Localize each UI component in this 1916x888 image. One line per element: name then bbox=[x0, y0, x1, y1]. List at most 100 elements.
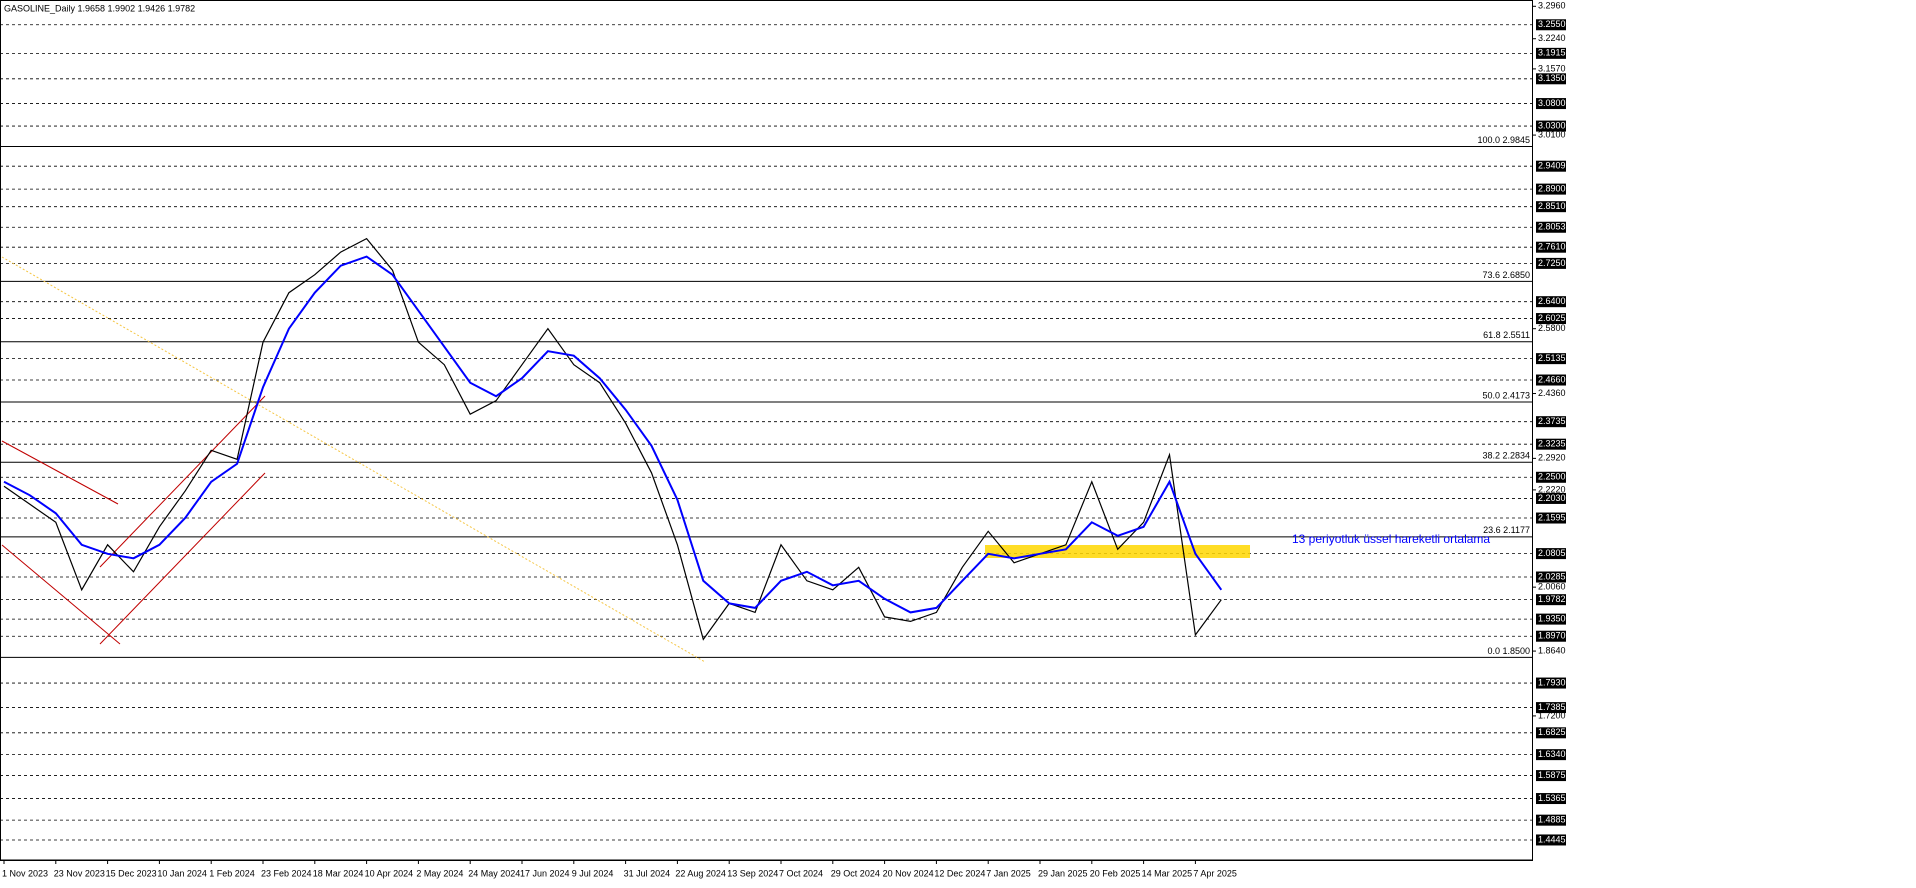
level-label: 2.7250 bbox=[1538, 258, 1566, 268]
y-tick-label: 2.4360 bbox=[1538, 388, 1566, 398]
level-label: 2.1595 bbox=[1538, 512, 1566, 522]
level-label: 1.4445 bbox=[1538, 834, 1566, 844]
y-tick-label: 2.0060 bbox=[1538, 582, 1566, 592]
level-label: 1.4885 bbox=[1538, 815, 1566, 825]
level-box bbox=[1536, 727, 1566, 739]
x-tick-label: 24 May 2024 bbox=[468, 868, 520, 878]
x-tick-label: 18 Mar 2024 bbox=[313, 868, 364, 878]
level-box bbox=[1536, 770, 1566, 782]
x-tick-label: 31 Jul 2024 bbox=[624, 868, 671, 878]
y-tick-label: 2.5800 bbox=[1538, 323, 1566, 333]
x-tick-label: 10 Apr 2024 bbox=[365, 868, 414, 878]
level-box bbox=[1536, 492, 1566, 504]
level-box bbox=[1536, 19, 1566, 31]
level-label: 2.0285 bbox=[1538, 571, 1566, 581]
x-tick-label: 29 Jan 2025 bbox=[1038, 868, 1088, 878]
x-tick-label: 1 Nov 2023 bbox=[2, 868, 48, 878]
level-label: 1.5365 bbox=[1538, 793, 1566, 803]
level-box bbox=[1536, 613, 1566, 625]
level-label: 2.2030 bbox=[1538, 493, 1566, 503]
level-box bbox=[1536, 73, 1566, 85]
level-box bbox=[1536, 201, 1566, 213]
level-box bbox=[1536, 221, 1566, 233]
level-box bbox=[1536, 814, 1566, 826]
level-box bbox=[1536, 594, 1566, 606]
level-box bbox=[1536, 183, 1566, 195]
level-box bbox=[1536, 571, 1566, 583]
level-label: 3.0800 bbox=[1538, 98, 1566, 108]
chart-title: GASOLINE_Daily 1.9658 1.9902 1.9426 1.97… bbox=[4, 3, 195, 13]
channel-line bbox=[1, 440, 119, 505]
level-box bbox=[1536, 834, 1566, 846]
x-tick-label: 17 Jun 2024 bbox=[520, 868, 570, 878]
x-tick-label: 7 Jan 2025 bbox=[986, 868, 1031, 878]
x-tick-label: 10 Jan 2024 bbox=[157, 868, 207, 878]
y-tick-label: 1.8640 bbox=[1538, 645, 1566, 655]
levels bbox=[0, 24, 1532, 841]
level-label: 2.3735 bbox=[1538, 416, 1566, 426]
level-label: 3.0300 bbox=[1538, 120, 1566, 130]
x-tick-label: 1 Feb 2024 bbox=[209, 868, 255, 878]
level-label: 2.3235 bbox=[1538, 439, 1566, 449]
level-label: 2.9409 bbox=[1538, 161, 1566, 171]
y-tick-label: 2.2220 bbox=[1538, 484, 1566, 494]
level-label: 2.8053 bbox=[1538, 222, 1566, 232]
level-box bbox=[1536, 630, 1566, 642]
level-box bbox=[1536, 548, 1566, 560]
x-tick-label: 14 Mar 2025 bbox=[1142, 868, 1193, 878]
level-box bbox=[1536, 374, 1566, 386]
level-label: 3.2550 bbox=[1538, 19, 1566, 29]
level-label: 2.2500 bbox=[1538, 472, 1566, 482]
y-tick-label: 2.2920 bbox=[1538, 453, 1566, 463]
fib-label: 0.0 1.8500 bbox=[1487, 646, 1530, 656]
level-label: 1.7385 bbox=[1538, 702, 1566, 712]
level-label: 2.0805 bbox=[1538, 548, 1566, 558]
x-tick-label: 7 Apr 2025 bbox=[1193, 868, 1237, 878]
channel-line bbox=[99, 472, 266, 645]
series-line bbox=[3, 237, 1222, 641]
level-label: 2.7610 bbox=[1538, 242, 1566, 252]
level-box bbox=[1536, 416, 1566, 428]
level-label: 3.1915 bbox=[1538, 48, 1566, 58]
level-label: 2.8900 bbox=[1538, 183, 1566, 193]
y-tick-label: 3.1570 bbox=[1538, 63, 1566, 73]
level-label: 1.6825 bbox=[1538, 727, 1566, 737]
y-tick-label: 3.0100 bbox=[1538, 129, 1566, 139]
x-tick-label: 29 Oct 2024 bbox=[831, 868, 880, 878]
y-tick-label: 3.2240 bbox=[1538, 33, 1566, 43]
series-line bbox=[3, 255, 1223, 614]
level-label: 1.9782 bbox=[1538, 594, 1566, 604]
level-label: 1.6340 bbox=[1538, 749, 1566, 759]
plot-frame bbox=[0, 0, 1533, 861]
level-box bbox=[1536, 749, 1566, 761]
channel-line bbox=[1, 544, 121, 645]
level-box bbox=[1536, 296, 1566, 308]
level-label: 1.5875 bbox=[1538, 770, 1566, 780]
x-tick-label: 23 Feb 2024 bbox=[261, 868, 312, 878]
x-tick-label: 2 May 2024 bbox=[416, 868, 463, 878]
level-label: 2.5135 bbox=[1538, 353, 1566, 363]
x-tick-label: 15 Dec 2023 bbox=[106, 868, 157, 878]
x-tick-label: 20 Feb 2025 bbox=[1090, 868, 1141, 878]
level-box bbox=[1536, 47, 1566, 59]
fib-label: 50.0 2.4173 bbox=[1482, 390, 1530, 400]
level-box bbox=[1536, 438, 1566, 450]
y-tick-label: 1.7200 bbox=[1538, 710, 1566, 720]
level-box bbox=[1536, 677, 1566, 689]
fib-label: 100.0 2.9845 bbox=[1477, 135, 1530, 145]
level-label: 2.4660 bbox=[1538, 374, 1566, 384]
level-box bbox=[1536, 160, 1566, 172]
x-tick-label: 23 Nov 2023 bbox=[54, 868, 105, 878]
level-box bbox=[1536, 241, 1566, 253]
level-label: 1.9350 bbox=[1538, 613, 1566, 623]
annotation: 13 periyotluk üssel hareketli ortalama bbox=[1292, 532, 1490, 546]
fib-label: 38.2 2.2834 bbox=[1482, 451, 1530, 461]
fib-label: 73.6 2.6850 bbox=[1482, 270, 1530, 280]
level-box bbox=[1536, 702, 1566, 714]
fib-label: 23.6 2.1177 bbox=[1483, 525, 1530, 535]
level-label: 2.8510 bbox=[1538, 201, 1566, 211]
x-tick-label: 7 Oct 2024 bbox=[779, 868, 823, 878]
trend-line bbox=[1, 256, 706, 663]
channel-line bbox=[99, 395, 266, 568]
